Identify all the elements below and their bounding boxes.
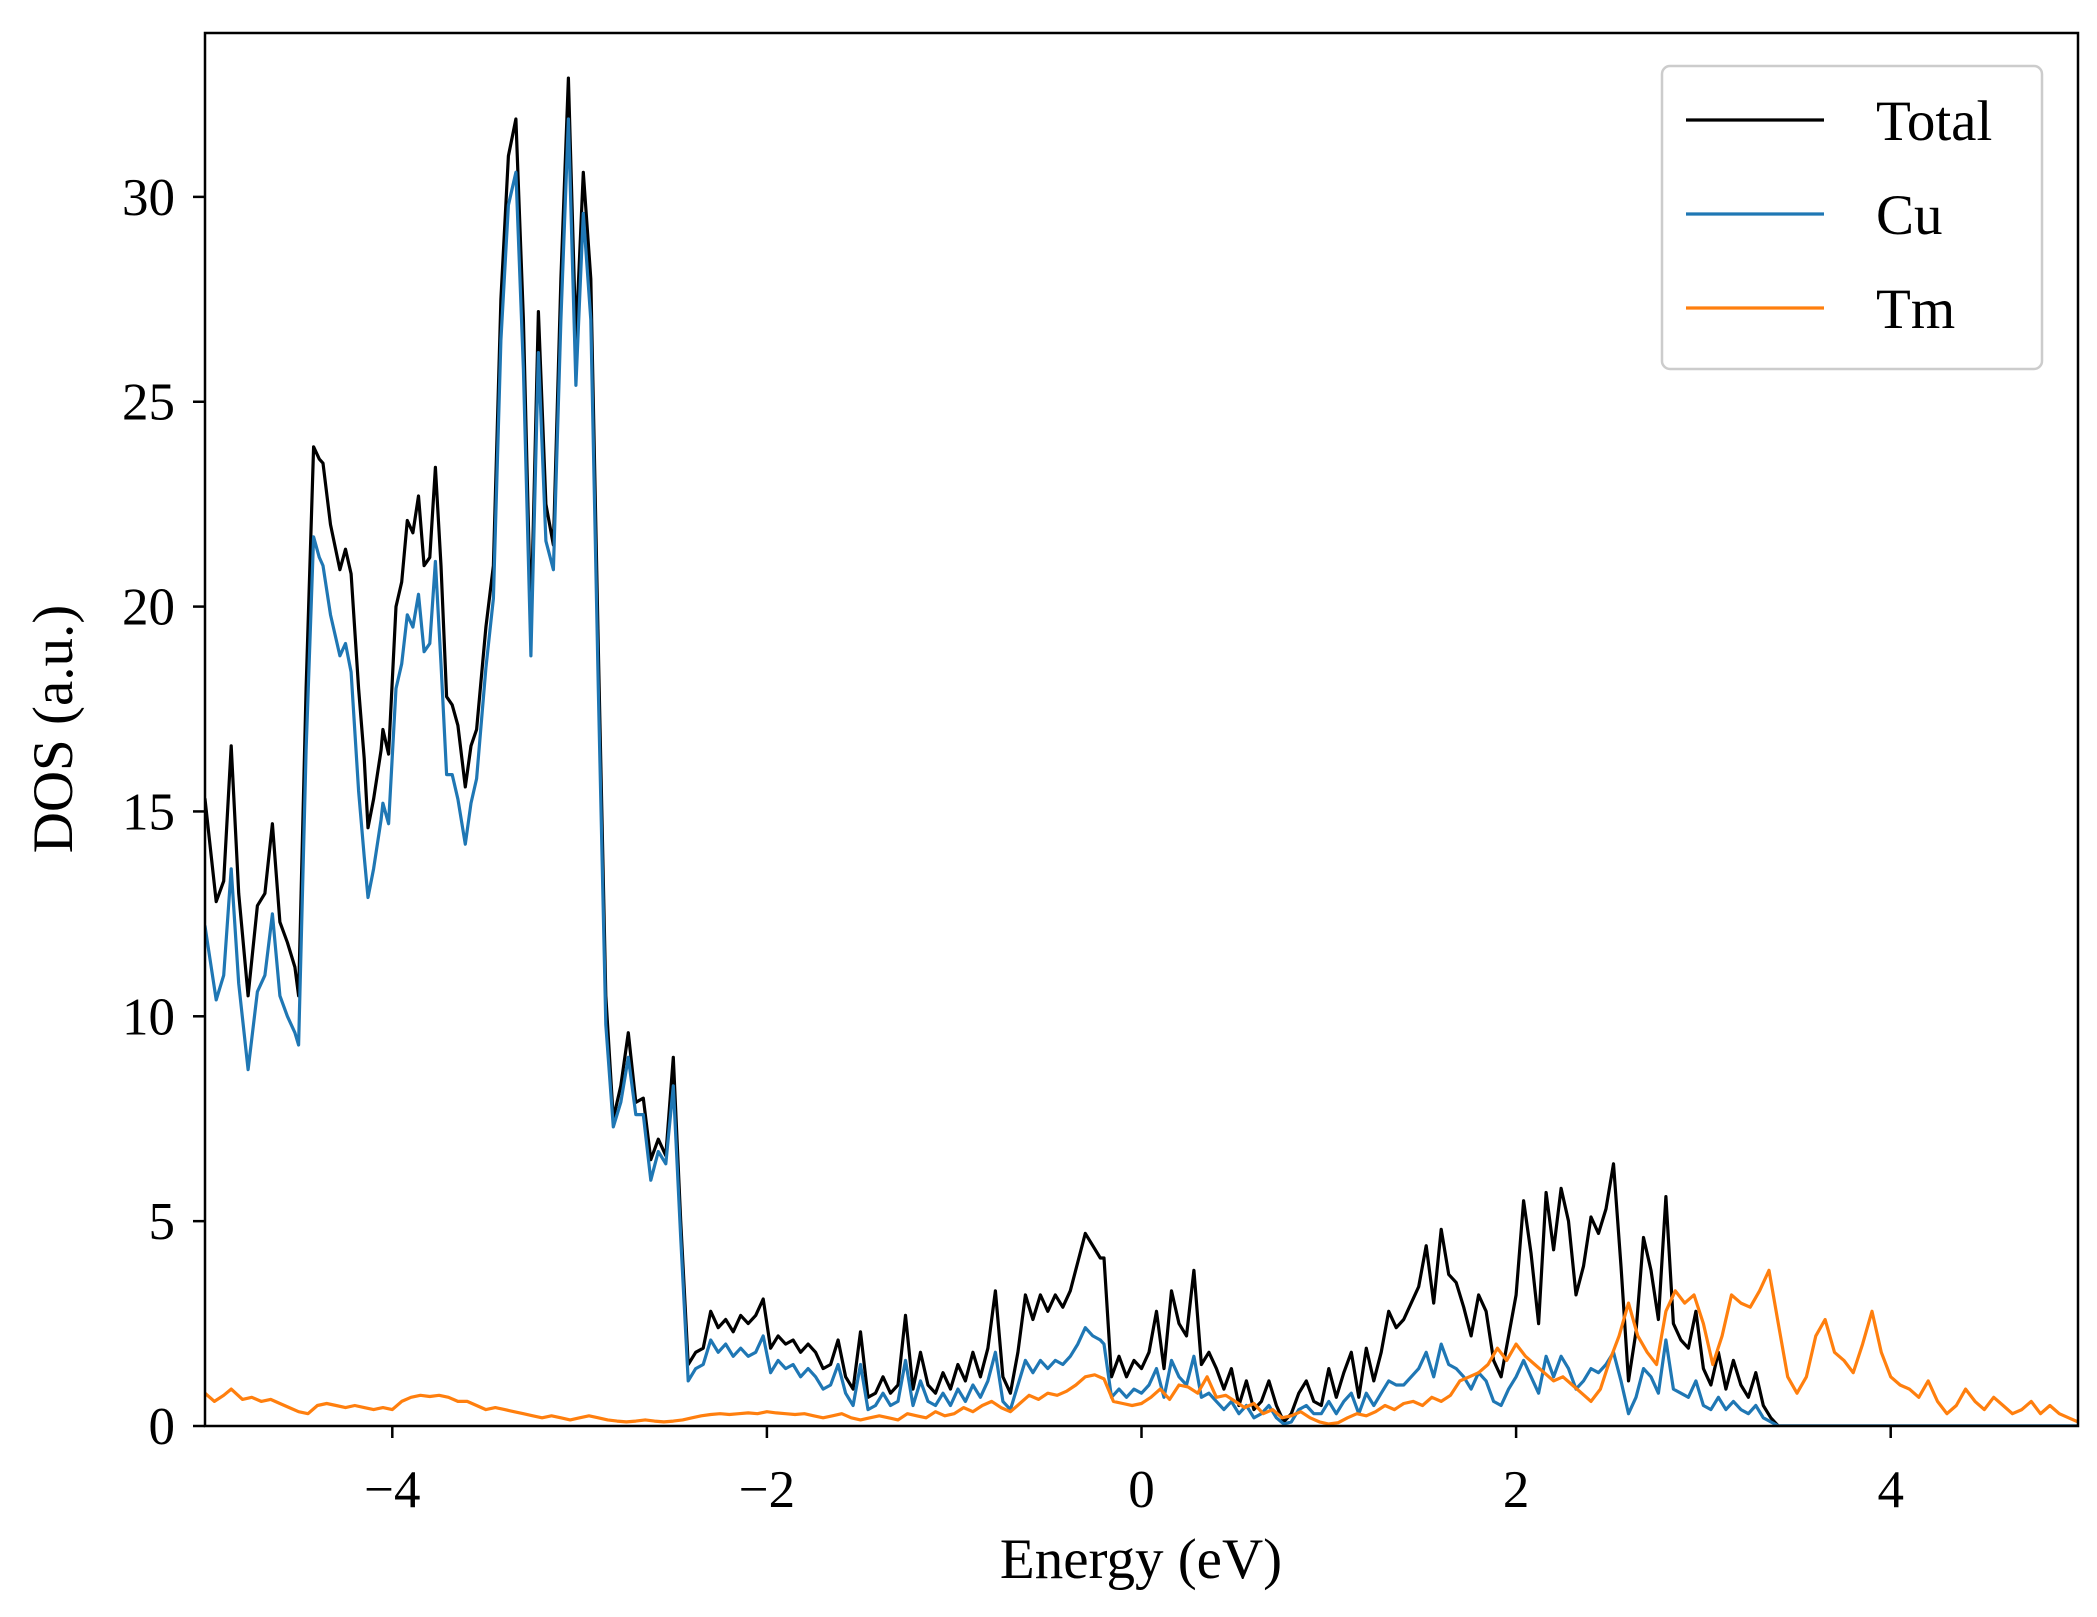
y-tick-label: 20 [122, 579, 175, 637]
x-tick-label: 2 [1503, 1461, 1530, 1519]
x-tick-label: −2 [739, 1461, 795, 1519]
y-axis: 0 5 10 15 20 25 30 [122, 169, 205, 1456]
x-tick-label: 0 [1128, 1461, 1155, 1519]
x-tick-label: −4 [364, 1461, 420, 1519]
series-line-cu [205, 117, 2078, 1426]
x-axis-label: Energy (eV) [1000, 1528, 1282, 1591]
y-axis-label: DOS (a.u.) [22, 605, 85, 854]
series-layer [205, 76, 2078, 1426]
x-axis: −4 −2 0 2 4 [364, 1426, 1904, 1519]
legend-label-tm: Tm [1876, 278, 1955, 341]
y-tick-label: 15 [122, 783, 175, 841]
series-line-tm [205, 1268, 2078, 1426]
series-line-total [205, 76, 2078, 1426]
x-tick-label: 4 [1877, 1461, 1904, 1519]
y-tick-label: 5 [149, 1193, 176, 1251]
legend-label-total: Total [1876, 90, 1992, 153]
legend-label-cu: Cu [1876, 184, 1943, 247]
y-tick-label: 25 [122, 374, 175, 432]
y-tick-label: 10 [122, 988, 175, 1046]
legend: Total Cu Tm [1660, 64, 2044, 371]
legend-box [1660, 64, 2044, 371]
y-tick-label: 30 [122, 169, 175, 227]
y-tick-label: 0 [149, 1398, 176, 1456]
